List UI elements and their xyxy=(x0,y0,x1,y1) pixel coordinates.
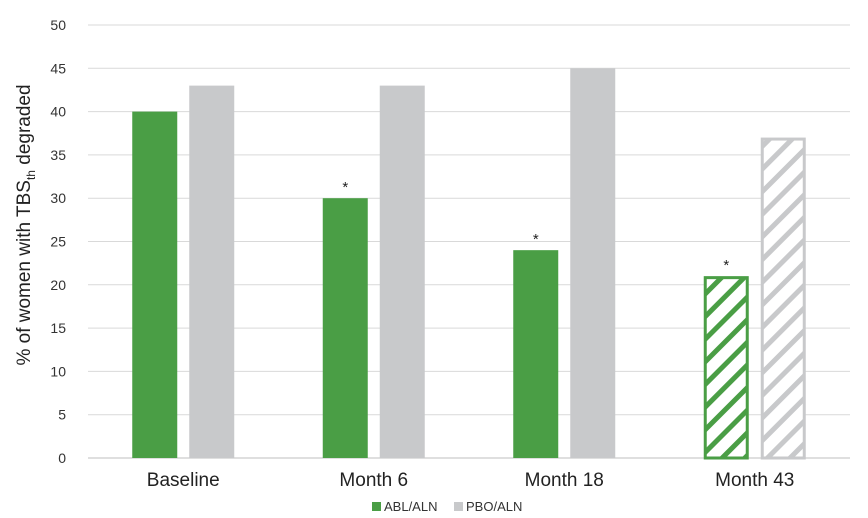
bar-abl-aln xyxy=(132,111,178,458)
significance-marks: * * * xyxy=(342,179,729,274)
y-tick-label: 40 xyxy=(50,104,66,120)
x-axis-labels: Baseline Month 6 Month 18 Month 43 xyxy=(147,470,795,491)
y-axis-label: % of women with TBSth degraded xyxy=(14,84,38,365)
y-axis-label-subscript: th xyxy=(24,170,38,180)
bar-pbo-aln xyxy=(189,85,235,459)
bar-abl-aln xyxy=(513,250,559,458)
bar-pbo-aln xyxy=(760,137,806,460)
legend: ABL/ALN PBO/ALN xyxy=(372,499,522,514)
y-tick-label: 35 xyxy=(50,147,66,163)
y-axis-label-main: % of women with TBS xyxy=(14,180,35,366)
significance-star: * xyxy=(342,179,348,196)
y-axis-label-suffix: degraded xyxy=(14,84,35,170)
legend-label: PBO/ALN xyxy=(466,499,522,514)
bars xyxy=(132,68,806,460)
y-tick-label: 25 xyxy=(50,234,66,250)
bar-pbo-aln xyxy=(379,85,425,459)
y-tick-label: 10 xyxy=(50,363,66,379)
bar-pbo-aln xyxy=(570,68,616,459)
legend-swatch xyxy=(372,502,381,511)
bar-abl-aln xyxy=(703,276,749,460)
x-tick-label: Month 18 xyxy=(525,470,604,491)
y-tick-label: 20 xyxy=(50,277,66,293)
y-tick-label: 45 xyxy=(50,60,66,76)
bar-abl-aln xyxy=(322,198,368,458)
legend-swatch xyxy=(454,502,463,511)
y-tick-label: 5 xyxy=(58,407,66,423)
legend-label: ABL/ALN xyxy=(384,499,437,514)
x-tick-label: Baseline xyxy=(147,470,220,491)
y-tick-label: 50 xyxy=(50,17,66,33)
significance-star: * xyxy=(723,257,729,274)
y-tick-label: 30 xyxy=(50,190,66,206)
x-tick-label: Month 43 xyxy=(715,470,794,491)
significance-star: * xyxy=(533,231,539,248)
y-axis-ticks: 0 5 10 15 20 25 30 35 40 45 50 xyxy=(50,17,66,466)
x-tick-label: Month 6 xyxy=(339,470,408,491)
y-tick-label: 15 xyxy=(50,320,66,336)
y-tick-label: 0 xyxy=(58,450,66,466)
